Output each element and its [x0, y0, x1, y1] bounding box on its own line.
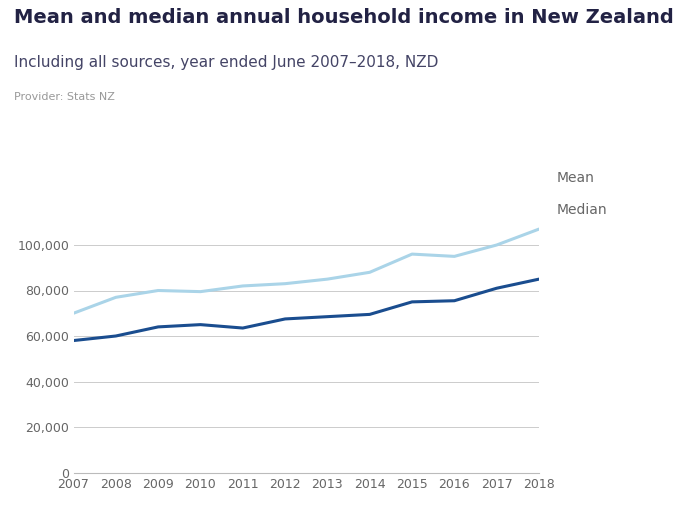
Text: Median: Median	[556, 203, 607, 217]
Text: Mean: Mean	[556, 172, 594, 185]
Text: figure.nz: figure.nz	[589, 17, 673, 34]
Text: Including all sources, year ended June 2007–2018, NZD: Including all sources, year ended June 2…	[14, 55, 438, 70]
Text: Mean and median annual household income in New Zealand: Mean and median annual household income …	[14, 8, 673, 27]
Text: Provider: Stats NZ: Provider: Stats NZ	[14, 92, 115, 102]
